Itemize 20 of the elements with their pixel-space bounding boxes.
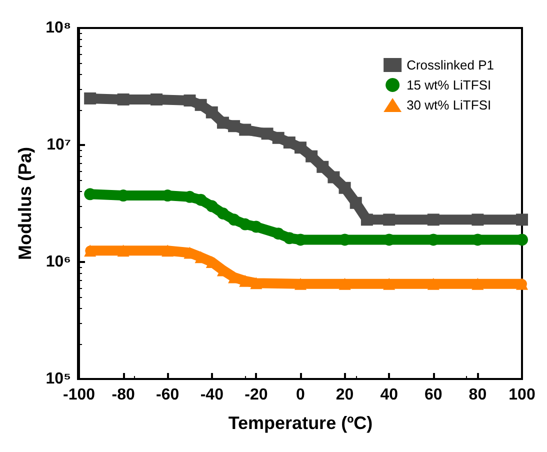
legend-label: 15 wt% LiTFSI (406, 78, 492, 92)
y-tick-label: 10⁵ (46, 370, 71, 388)
y-axis-title: Modulus (Pa) (15, 147, 35, 260)
x-axis-title: Temperature (ºC) (228, 413, 373, 433)
x-tick-label: -20 (244, 386, 268, 404)
x-tick-label: -60 (156, 386, 180, 404)
x-tick-label: -100 (62, 386, 96, 404)
y-tick-label: 10⁶ (46, 254, 71, 270)
x-tick-label: 20 (336, 386, 354, 404)
x-tick-label: 100 (508, 386, 536, 404)
x-tick-label: 60 (424, 386, 442, 404)
x-tick-label: 80 (468, 386, 487, 404)
y-tick-label: 10⁸ (46, 20, 71, 36)
x-tick-label: -40 (200, 386, 224, 404)
legend-label: 30 wt% LiTFSI (406, 98, 492, 112)
legend-label: Crosslinked P1 (406, 58, 494, 72)
x-tick-label: 0 (296, 386, 306, 404)
y-tick-label: 10⁷ (46, 136, 71, 154)
x-tick-label: 40 (380, 386, 398, 404)
x-tick-label: -80 (112, 386, 135, 404)
